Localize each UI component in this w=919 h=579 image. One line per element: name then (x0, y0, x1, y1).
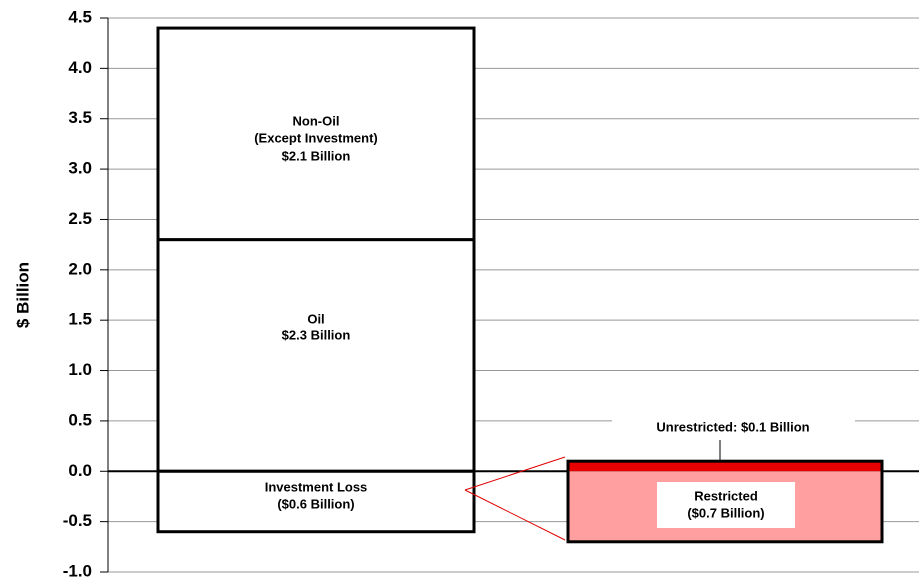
bar-segment (156, 26, 476, 242)
data-label: (Except Investment) (254, 130, 378, 145)
zoom-line (464, 456, 566, 491)
y-tick-label: -1.0 (63, 561, 92, 579)
labels: -1.0 -0.5 0.0 0.5 1.0 1.5 2.0 2.5 3.0 3.5 4.0 4.5 No… (63, 7, 855, 579)
label-box (612, 416, 855, 440)
y-tick-label: 0.5 (68, 410, 92, 429)
zoom-line (464, 489, 566, 541)
y-tick-label: 4.5 (68, 7, 92, 26)
y-tick-label: 0.0 (68, 461, 92, 480)
data-label: ($0.6 Billion) (277, 496, 354, 511)
bar-outline (566, 459, 884, 544)
bar-segment (568, 461, 882, 472)
data-label: Non-Oil (293, 113, 340, 128)
data-label: Oil (307, 311, 324, 326)
data-label: $2.3 Billion (282, 327, 351, 342)
y-tick-label: 1.5 (68, 310, 92, 329)
y-tick-label: 1.0 (68, 360, 92, 379)
data-label: Unrestricted: $0.1 Billion (656, 419, 809, 434)
data-label: Restricted (694, 488, 758, 503)
y-axis-title: $ Billion (13, 262, 32, 328)
y-tick-label: 3.0 (68, 159, 92, 178)
y-tick-label: 2.0 (68, 259, 92, 278)
y-tick-label: 2.5 (68, 209, 92, 228)
y-tick-label: -0.5 (63, 511, 92, 530)
y-tick-label: 3.5 (68, 108, 92, 127)
y-tick-label: 4.0 (68, 58, 92, 77)
bar-segment (156, 238, 476, 473)
bar-segment (156, 469, 476, 534)
data-label: Investment Loss (265, 479, 368, 494)
bars (156, 26, 884, 544)
label-box (657, 482, 795, 528)
data-label: ($0.7 Billion) (687, 505, 764, 520)
data-label: $2.1 Billion (282, 148, 351, 163)
